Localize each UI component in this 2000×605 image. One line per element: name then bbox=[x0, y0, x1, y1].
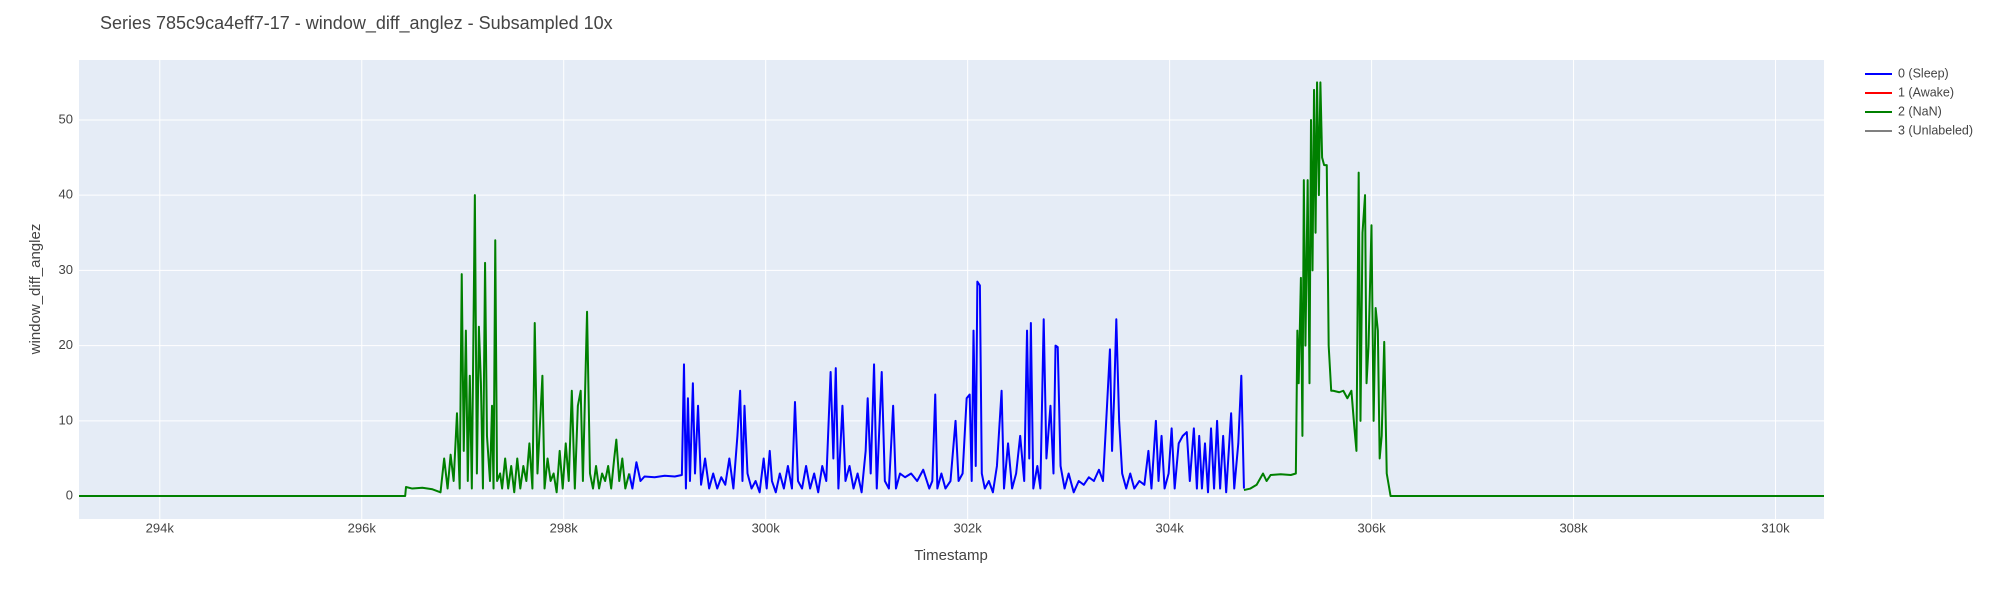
legend-label: 0 (Sleep) bbox=[1898, 66, 1949, 80]
legend-item[interactable]: 0 (Sleep) bbox=[1865, 66, 1949, 80]
series-line bbox=[628, 280, 1245, 494]
x-tick-label: 304k bbox=[1156, 520, 1185, 535]
y-tick-label: 10 bbox=[59, 412, 73, 427]
x-tick-label: 300k bbox=[752, 520, 781, 535]
y-tick-label: 30 bbox=[59, 262, 73, 277]
legend: 0 (Sleep) 1 (Awake) 2 (NaN) 3 (Unlabeled) bbox=[1865, 66, 1973, 137]
x-tick-label: 310k bbox=[1761, 520, 1790, 535]
series-line bbox=[79, 81, 1824, 498]
legend-label: 2 (NaN) bbox=[1898, 104, 1942, 118]
x-tick-label: 296k bbox=[348, 520, 377, 535]
legend-label: 1 (Awake) bbox=[1898, 85, 1954, 99]
x-axis-title: Timestamp bbox=[914, 547, 988, 564]
legend-item[interactable]: 1 (Awake) bbox=[1865, 85, 1954, 99]
legend-item[interactable]: 3 (Unlabeled) bbox=[1865, 123, 1973, 137]
y-tick-label: 20 bbox=[59, 337, 73, 352]
x-tick-label: 298k bbox=[550, 520, 579, 535]
x-tick-label: 294k bbox=[146, 520, 175, 535]
legend-label: 3 (Unlabeled) bbox=[1898, 123, 1973, 137]
plot-background bbox=[79, 60, 1824, 519]
y-axis-title: window_diff_anglez bbox=[27, 224, 44, 356]
y-tick-label: 50 bbox=[59, 111, 73, 126]
lines bbox=[79, 81, 1824, 498]
y-tick-label: 40 bbox=[59, 187, 73, 202]
x-tick-label: 306k bbox=[1357, 520, 1386, 535]
legend-item[interactable]: 2 (NaN) bbox=[1865, 104, 1942, 118]
x-tick-label: 308k bbox=[1559, 520, 1588, 535]
y-tick-label: 0 bbox=[66, 487, 73, 502]
chart-title: Series 785c9ca4eff7-17 - window_diff_ang… bbox=[100, 13, 613, 34]
x-tick-label: 302k bbox=[954, 520, 983, 535]
